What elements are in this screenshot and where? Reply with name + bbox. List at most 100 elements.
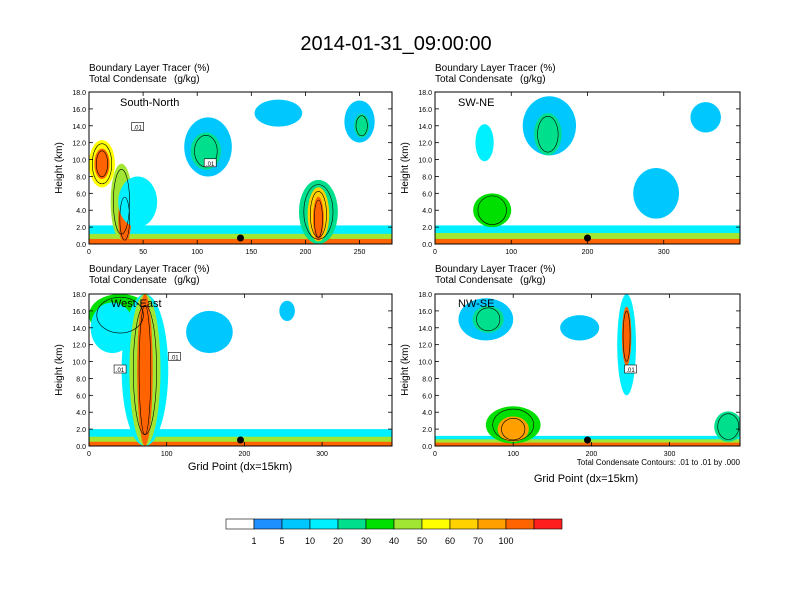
y-tick-label: 0.0 (422, 242, 432, 249)
y-tick-label: 18.0 (418, 90, 432, 97)
condensate-contour (355, 115, 368, 137)
colorbar-label: 10 (305, 536, 315, 546)
tracer-field (89, 294, 392, 446)
tracer-plume (472, 305, 504, 333)
tracer-plume (534, 113, 562, 156)
panel-3-name: West-East (111, 298, 162, 310)
tracer-plume (90, 302, 135, 354)
condensate-contour (96, 296, 144, 334)
tracer-plume (690, 102, 721, 133)
condensate-contour (303, 184, 334, 240)
x-tick-label: 200 (239, 451, 251, 458)
plot-frame (88, 293, 393, 447)
x-tick-label: 50 (139, 249, 147, 256)
tracer-plume (621, 306, 632, 366)
tracer-plume (137, 294, 153, 446)
y-tick-label: 6.0 (422, 393, 432, 400)
panel-4-field-unit: (%) (540, 264, 556, 275)
y-tick-label: 2.0 (422, 225, 432, 232)
condensate-contour (492, 408, 535, 441)
contour-note: Total Condensate Contours: .01 to .01 by… (577, 458, 741, 467)
y-tick-label: 6.0 (422, 191, 432, 198)
panel-4-contour-label: Total Condensate (435, 275, 513, 286)
panel-3-field-label: Boundary Layer Tracer (89, 264, 191, 275)
colorbar-label: 60 (445, 536, 455, 546)
y-tick-label: 0.0 (76, 242, 86, 249)
panel-2-contour-unit: (g/kg) (520, 74, 546, 85)
condensate-contour (138, 305, 152, 435)
colorbar-label: 40 (389, 536, 399, 546)
y-tick-label: 8.0 (422, 376, 432, 383)
location-marker (237, 436, 244, 444)
panel-1-field-label: Boundary Layer Tracer (89, 63, 191, 74)
panel-4-name: NW-SE (458, 298, 494, 310)
y-tick-label: 10.0 (418, 158, 432, 165)
y-tick-label: 6.0 (76, 393, 86, 400)
colorbar-swatch (505, 518, 535, 530)
colorbar-swatch (309, 518, 339, 530)
y-tick-label: 14.0 (418, 124, 432, 131)
contour-tag-box (624, 364, 637, 374)
y-tick-label: 2.0 (76, 427, 86, 434)
location-marker (584, 436, 591, 444)
colorbar-swatch (281, 518, 311, 530)
tracer-plume (473, 193, 512, 228)
colorbar-swatch (449, 518, 479, 530)
condensate-contour (476, 307, 501, 332)
panel-4-x-axis-title: Grid Point (dx=15km) (534, 473, 638, 485)
tracer-plume (94, 148, 110, 179)
tracer-field (435, 96, 740, 244)
panel-1-name: South-North (120, 97, 179, 109)
contour-tag-box (203, 158, 217, 168)
y-tick-label: 12.0 (418, 141, 432, 148)
condensate-contour (91, 143, 113, 185)
panel-3-y-axis-title: Height (km) (54, 344, 65, 396)
panel-2-plot: 0.0 2.0 4.0 6.0 8.0 10.0 12.0 14.0 16.0 18.0 0 100 2… (418, 90, 741, 256)
y-tick-label: 2.0 (422, 427, 432, 434)
y-tick-label: 14.0 (72, 124, 86, 131)
y-tick-label: 0.0 (422, 444, 432, 451)
colorbar-label: 20 (333, 536, 343, 546)
panel-1-contour-unit: (g/kg) (174, 74, 200, 85)
y-tick-label: 16.0 (418, 107, 432, 114)
panel-3-plot: .01 .01 0.0 2.0 4.0 6.0 8.0 10.0 12.0 14.0 16.0 18.… (72, 292, 393, 458)
colorbar-label: 5 (279, 536, 284, 546)
condensate-contour (622, 310, 631, 362)
x-tick-label: 300 (316, 451, 328, 458)
panel-3-field-unit: (%) (194, 264, 210, 275)
x-tick-label: 100 (505, 249, 517, 256)
condensate-contour (717, 413, 740, 440)
condensate-contour (501, 418, 526, 441)
y-tick-label: 6.0 (76, 191, 86, 198)
panel-2-y-axis-title: Height (km) (400, 142, 411, 194)
x-tick-label: 0 (433, 249, 437, 256)
colorbar-swatch (337, 518, 367, 530)
condensate-contour (537, 115, 559, 153)
contour-tag-label: .01 (170, 355, 179, 361)
colorbar-label: 100 (498, 536, 513, 546)
colorbar-label: 1 (251, 536, 256, 546)
contour-tag-label: .01 (206, 162, 215, 168)
panel-1-field-unit: (%) (194, 63, 210, 74)
y-tick-label: 10.0 (72, 360, 86, 367)
tracer-plume (475, 124, 494, 162)
x-tick-label: 250 (354, 249, 366, 256)
y-tick-label: 8.0 (422, 174, 432, 181)
panel-west-east: Boundary Layer Tracer (%) Total Condensa… (54, 264, 393, 473)
y-tick-label: 18.0 (418, 292, 432, 299)
tracer-surface-layer (89, 441, 392, 446)
tracer-field (435, 294, 740, 446)
tracer-field (89, 99, 392, 244)
y-tick-label: 4.0 (422, 208, 432, 215)
colorbar-swatch (365, 518, 395, 530)
y-tick-label: 12.0 (72, 141, 86, 148)
contour-tag-box (113, 364, 127, 374)
tracer-plume (560, 315, 600, 341)
y-tick-label: 16.0 (72, 309, 86, 316)
panel-2-name: SW-NE (458, 97, 494, 109)
panel-1-y-axis-title: Height (km) (54, 142, 65, 194)
y-tick-label: 12.0 (418, 343, 432, 350)
condensate-contour (96, 150, 108, 177)
panel-south-north: Boundary Layer Tracer (%) Total Condensa… (54, 63, 393, 256)
x-tick-label: 100 (161, 451, 173, 458)
